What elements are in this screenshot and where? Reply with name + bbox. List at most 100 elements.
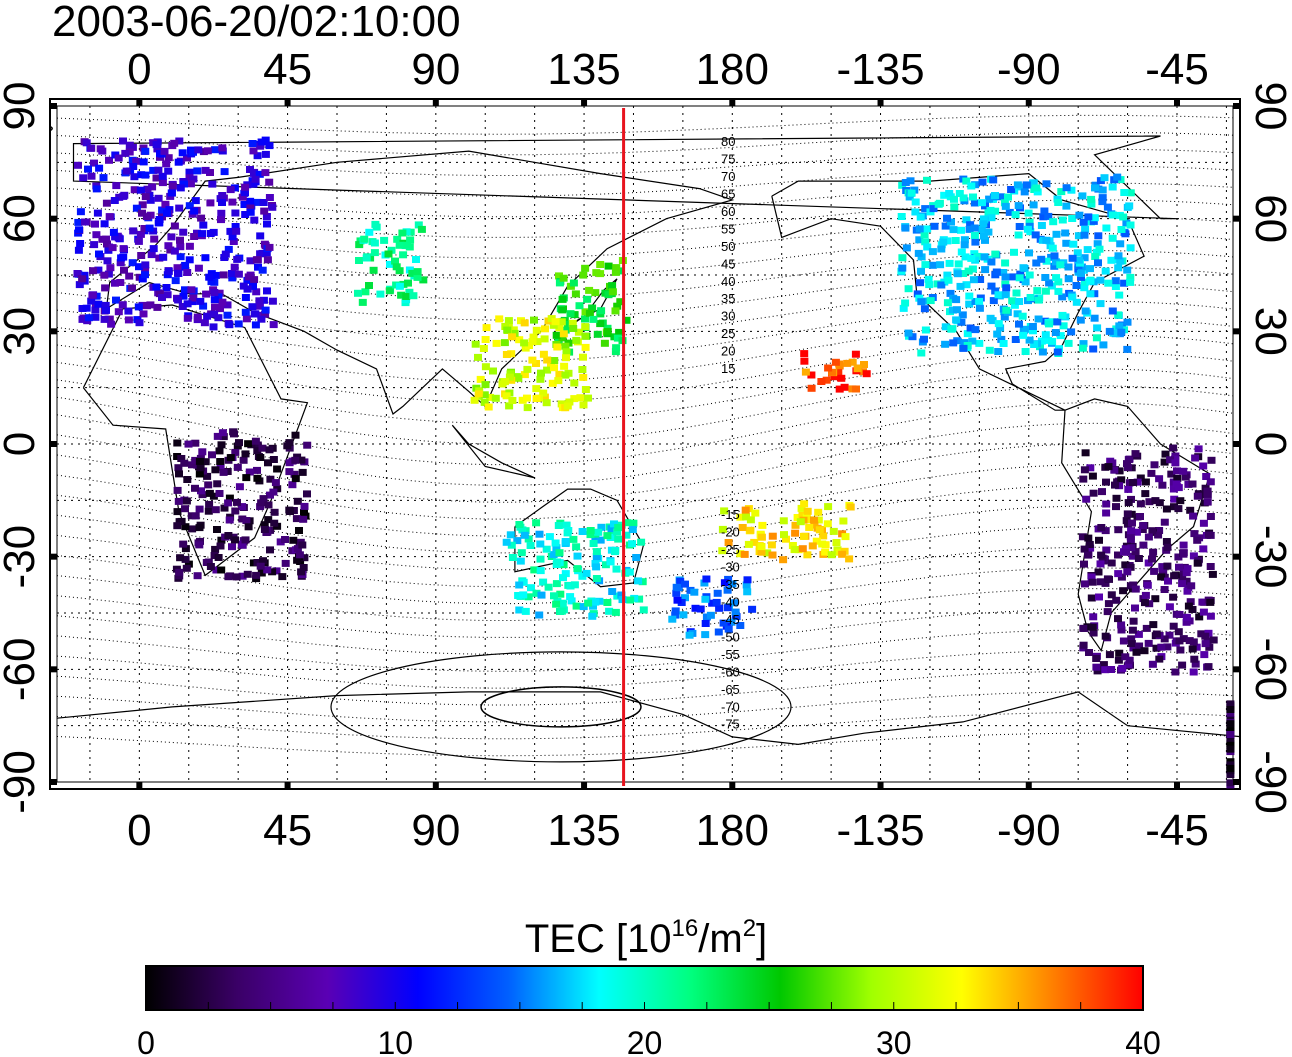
tec-pixel-south-america bbox=[1191, 454, 1200, 462]
tec-pixel-europe bbox=[154, 194, 163, 202]
tec-pixel-south-america bbox=[1129, 479, 1138, 486]
tec-pixel-europe bbox=[218, 192, 227, 199]
tec-pixel-australia bbox=[578, 572, 587, 580]
tec-pixel-central-asia bbox=[361, 288, 370, 296]
tec-pixel-europe bbox=[100, 220, 109, 228]
tec-pixel-east-asia bbox=[560, 362, 569, 370]
tec-pixel-europe bbox=[121, 149, 130, 157]
tec-pixel-north-america bbox=[899, 304, 908, 312]
tec-pixel-europe bbox=[181, 261, 190, 269]
tec-pixel-africa bbox=[181, 555, 190, 563]
tec-pixel-japan bbox=[585, 309, 594, 317]
tec-pixel-nz bbox=[690, 588, 699, 596]
tec-pixel-africa bbox=[270, 519, 279, 527]
tec-pixel-europe bbox=[103, 257, 112, 265]
tec-pixel-pacific-south bbox=[800, 532, 808, 540]
tec-pixel-north-america bbox=[921, 326, 930, 334]
tec-pixel-north-america bbox=[1054, 287, 1063, 295]
tec-pixel-europe bbox=[265, 243, 274, 251]
tec-pixel-south-america bbox=[1206, 563, 1215, 570]
tec-pixel-africa bbox=[205, 489, 214, 497]
tec-pixel-europe bbox=[231, 209, 240, 217]
tec-pixel-north-america bbox=[976, 276, 985, 283]
tec-pixel-south-america bbox=[1131, 585, 1140, 593]
tec-pixel-europe bbox=[146, 196, 155, 204]
tec-pixel-south-america bbox=[1110, 466, 1119, 474]
tec-pixel-east-asia bbox=[543, 356, 552, 364]
tec-pixel-africa bbox=[217, 566, 226, 574]
tec-pixel-africa bbox=[269, 488, 278, 496]
tec-pixel-north-america bbox=[913, 290, 922, 298]
tec-pixel-north-america bbox=[1117, 328, 1126, 336]
tec-pixel-japan bbox=[611, 307, 620, 315]
tec-pixel-europe bbox=[154, 166, 163, 174]
tec-pixel-north-america bbox=[1062, 239, 1071, 247]
tec-pixel-east-asia bbox=[500, 378, 509, 386]
tec-pixel-north-america bbox=[937, 245, 946, 253]
tec-pixel-north-america bbox=[950, 195, 958, 203]
tec-pixel-south-america bbox=[1097, 551, 1106, 559]
tec-pixel-europe bbox=[210, 289, 219, 296]
tec-pixel-europe bbox=[158, 172, 167, 180]
tec-pixel-europe bbox=[141, 271, 149, 279]
tec-pixel-north-america bbox=[946, 289, 955, 297]
tec-pixel-australia bbox=[592, 548, 601, 556]
tec-pixel-north-america bbox=[1078, 192, 1087, 200]
tec-pixel-north-america bbox=[1018, 312, 1027, 320]
tec-pixel-north-america bbox=[952, 296, 961, 304]
tec-pixel-north-america bbox=[1037, 222, 1046, 229]
tec-pixel-australia bbox=[536, 555, 545, 563]
tec-pixel-north-america bbox=[1032, 184, 1041, 192]
tec-pixel-pacific-north bbox=[801, 368, 810, 376]
tec-pixel-north-america bbox=[981, 236, 989, 244]
tec-pixel-europe bbox=[193, 167, 202, 175]
tec-pixel-south-america bbox=[1163, 643, 1172, 651]
tec-pixel-central-asia bbox=[392, 263, 401, 271]
tec-pixel-south-america bbox=[1207, 456, 1216, 464]
tec-pixel-europe bbox=[76, 240, 85, 247]
tec-pixel-africa bbox=[241, 536, 250, 544]
tec-pixel-north-america bbox=[958, 311, 967, 319]
tec-pixel-japan bbox=[615, 328, 624, 336]
contour-label: 60 bbox=[721, 204, 735, 219]
tec-pixel-pacific-south bbox=[741, 506, 750, 514]
tec-pixel-nz bbox=[676, 577, 685, 585]
tec-pixel-europe bbox=[241, 189, 249, 197]
tec-pixel-europe bbox=[208, 180, 217, 188]
tec-pixel-north-america bbox=[994, 320, 1003, 328]
tec-pixel-east-asia bbox=[562, 354, 570, 362]
tec-pixel-north-america bbox=[966, 324, 975, 332]
tec-pixel-south-america bbox=[1134, 630, 1143, 638]
tec-pixel-north-america bbox=[1025, 271, 1034, 279]
tec-pixel-south-america bbox=[1165, 603, 1174, 611]
tec-pixel-europe bbox=[244, 273, 253, 281]
tec-pixel-south-america bbox=[1143, 581, 1152, 589]
tec-pixel-antarctica bbox=[1226, 736, 1235, 744]
tec-pixel-south-america bbox=[1160, 458, 1169, 466]
tec-pixel-north-america bbox=[1013, 310, 1022, 318]
tec-pixel-japan bbox=[569, 279, 578, 287]
tec-pixel-europe bbox=[194, 146, 203, 154]
tec-pixel-pacific-south bbox=[838, 550, 847, 558]
tec-pixel-south-america bbox=[1182, 577, 1191, 585]
tec-pixel-antarctica bbox=[1226, 700, 1235, 708]
tec-pixel-europe bbox=[176, 243, 185, 251]
tec-pixel-north-america bbox=[1098, 186, 1107, 194]
contour-label: 15 bbox=[721, 361, 735, 376]
tec-pixel-north-america bbox=[1054, 278, 1063, 286]
tec-pixel-central-asia bbox=[365, 228, 374, 236]
tec-pixel-australia bbox=[516, 557, 525, 565]
tec-pixel-africa bbox=[175, 568, 184, 576]
tec-pixel-nz bbox=[743, 576, 752, 584]
tec-pixel-south-america bbox=[1083, 623, 1092, 631]
tec-pixel-pacific-south bbox=[724, 539, 733, 546]
tec-pixel-north-america bbox=[1090, 314, 1099, 322]
tec-pixel-north-america bbox=[1074, 232, 1083, 240]
tec-pixel-pacific-south bbox=[823, 520, 832, 528]
tec-pixel-south-america bbox=[1199, 519, 1208, 527]
tec-pixel-pacific-north bbox=[831, 358, 840, 366]
tec-pixel-east-asia bbox=[480, 391, 489, 399]
tec-pixel-europe bbox=[138, 275, 147, 283]
tec-pixel-south-america bbox=[1128, 626, 1137, 634]
tec-pixel-north-america bbox=[1122, 219, 1131, 227]
